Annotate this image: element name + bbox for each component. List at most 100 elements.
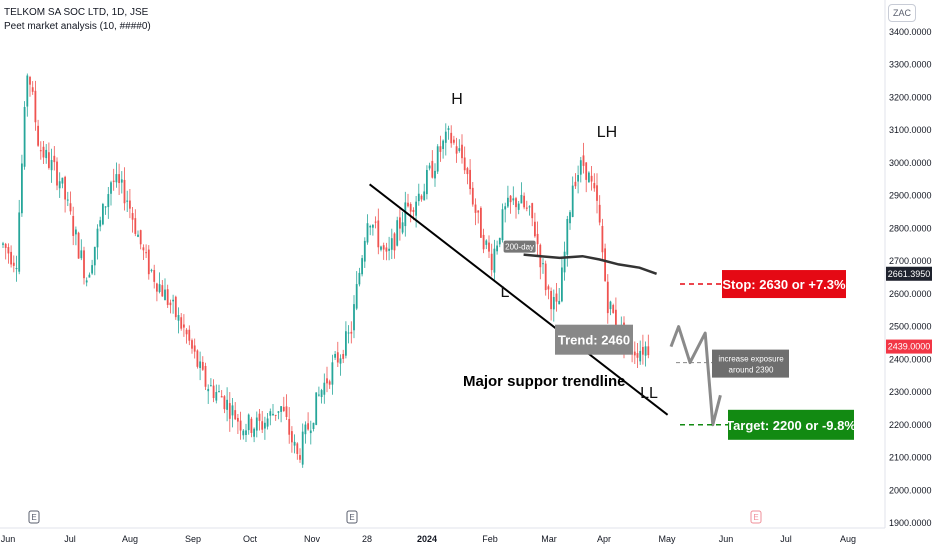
- last-price-label-box: [886, 339, 932, 354]
- candle: [396, 220, 399, 246]
- candle: [598, 204, 601, 223]
- candle: [250, 418, 253, 433]
- candle: [277, 411, 280, 413]
- candle: [401, 222, 404, 233]
- x-tick-label: Jul: [64, 534, 76, 544]
- candle: [96, 228, 99, 248]
- candle: [29, 76, 31, 85]
- candle: [293, 441, 296, 446]
- candle: [315, 392, 318, 425]
- candle: [534, 221, 536, 237]
- x-tick-label: Mar: [541, 534, 557, 544]
- candle: [558, 300, 561, 305]
- candle: [358, 272, 361, 285]
- candle: [571, 185, 574, 217]
- candle: [26, 75, 29, 107]
- candle: [639, 350, 642, 362]
- indicator-label: Peet market analysis (10, ####0): [4, 21, 151, 32]
- candle: [444, 131, 447, 143]
- candle: [150, 269, 153, 271]
- candle: [215, 391, 218, 401]
- trendline-label: Major suppor trendline: [463, 373, 626, 390]
- candle: [590, 175, 593, 182]
- y-tick-label: 2300.0000: [889, 387, 932, 397]
- candle: [45, 149, 48, 159]
- candle: [42, 146, 45, 158]
- earnings-marker: [750, 510, 762, 524]
- head-label: H: [451, 91, 463, 108]
- candle: [588, 172, 590, 183]
- candle: [99, 220, 102, 227]
- candle: [496, 245, 498, 252]
- candle: [647, 346, 650, 356]
- candle: [247, 414, 250, 431]
- candle: [274, 414, 277, 416]
- candle: [307, 423, 309, 430]
- x-tick-label: May: [658, 534, 676, 544]
- candle: [350, 331, 353, 334]
- currency-button[interactable]: ZAC: [888, 4, 916, 22]
- candle: [53, 155, 56, 163]
- candle: [601, 225, 604, 253]
- candle: [606, 281, 609, 314]
- candle: [66, 199, 69, 201]
- candle: [50, 160, 53, 171]
- candle: [347, 332, 350, 334]
- candle: [312, 422, 315, 429]
- candle: [15, 267, 18, 270]
- stop-box-label: Stop: 2630 or +7.3%: [722, 277, 846, 292]
- candle: [102, 203, 104, 225]
- candle: [112, 180, 115, 182]
- x-tick-label: Jun: [719, 534, 734, 544]
- candle: [480, 207, 482, 238]
- candles-group: [2, 73, 650, 468]
- candle: [609, 301, 612, 310]
- candle: [110, 182, 112, 194]
- candle: [139, 230, 142, 245]
- candle: [458, 148, 461, 151]
- candle: [301, 431, 304, 465]
- y-tick-label: 2600.0000: [889, 289, 932, 299]
- candle: [474, 204, 477, 213]
- candle: [266, 418, 269, 427]
- candle: [118, 174, 120, 184]
- y-tick-label: 2200.0000: [889, 420, 932, 430]
- candle: [399, 217, 401, 229]
- candle: [153, 270, 156, 282]
- candle: [69, 203, 72, 212]
- candle: [191, 340, 193, 349]
- x-tick-label: Jul: [780, 534, 792, 544]
- candle: [509, 195, 512, 203]
- candle: [555, 293, 558, 302]
- earnings-marker: [28, 510, 40, 524]
- candle: [428, 165, 431, 169]
- candle: [517, 203, 520, 210]
- y-tick-label: 2700.0000: [889, 256, 932, 266]
- candle: [169, 302, 172, 306]
- candle: [585, 162, 588, 180]
- candle: [525, 207, 528, 209]
- candle: [185, 329, 188, 335]
- candle: [547, 286, 550, 290]
- candle: [269, 411, 272, 416]
- candle: [339, 358, 342, 364]
- candle: [390, 238, 393, 250]
- candle: [172, 299, 174, 302]
- candle: [134, 218, 137, 234]
- candle: [407, 202, 409, 207]
- candle: [137, 234, 139, 237]
- candle: [604, 248, 606, 281]
- candle: [291, 431, 293, 443]
- candle: [21, 163, 23, 214]
- candle: [612, 305, 615, 313]
- candle: [544, 263, 547, 291]
- y-tick-label: 2400.0000: [889, 354, 932, 364]
- candle: [336, 352, 339, 363]
- candle: [377, 220, 380, 248]
- sma-price-label: 2661.3950: [888, 269, 931, 279]
- low-label: L: [501, 284, 510, 301]
- candle: [436, 146, 439, 172]
- candle: [177, 315, 180, 321]
- candle: [48, 152, 50, 168]
